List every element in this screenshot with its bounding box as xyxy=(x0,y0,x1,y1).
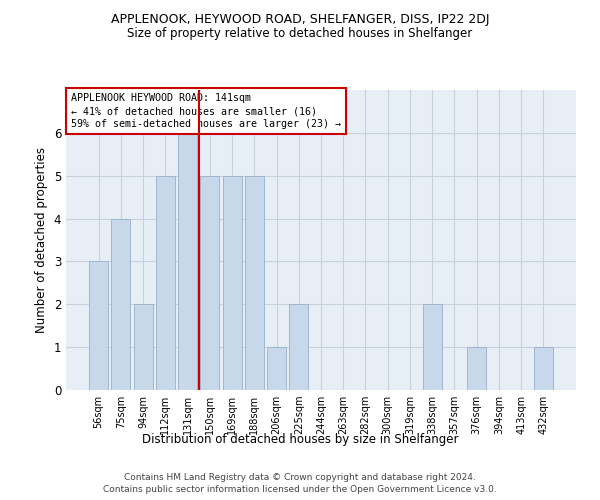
Bar xyxy=(289,304,308,390)
Bar xyxy=(423,304,442,390)
Bar xyxy=(156,176,175,390)
Text: Contains HM Land Registry data © Crown copyright and database right 2024.: Contains HM Land Registry data © Crown c… xyxy=(124,472,476,482)
Text: Size of property relative to detached houses in Shelfanger: Size of property relative to detached ho… xyxy=(127,28,473,40)
Text: APPLENOOK, HEYWOOD ROAD, SHELFANGER, DISS, IP22 2DJ: APPLENOOK, HEYWOOD ROAD, SHELFANGER, DIS… xyxy=(111,12,489,26)
Bar xyxy=(178,133,197,390)
Bar xyxy=(534,347,553,390)
Bar xyxy=(200,176,219,390)
Text: Contains public sector information licensed under the Open Government Licence v3: Contains public sector information licen… xyxy=(103,485,497,494)
Text: Distribution of detached houses by size in Shelfanger: Distribution of detached houses by size … xyxy=(142,432,458,446)
Bar xyxy=(223,176,242,390)
Bar xyxy=(134,304,152,390)
Bar xyxy=(112,218,130,390)
Bar xyxy=(245,176,264,390)
Bar xyxy=(267,347,286,390)
Text: APPLENOOK HEYWOOD ROAD: 141sqm
← 41% of detached houses are smaller (16)
59% of : APPLENOOK HEYWOOD ROAD: 141sqm ← 41% of … xyxy=(71,93,341,130)
Bar xyxy=(89,262,108,390)
Bar xyxy=(467,347,486,390)
Y-axis label: Number of detached properties: Number of detached properties xyxy=(35,147,48,333)
